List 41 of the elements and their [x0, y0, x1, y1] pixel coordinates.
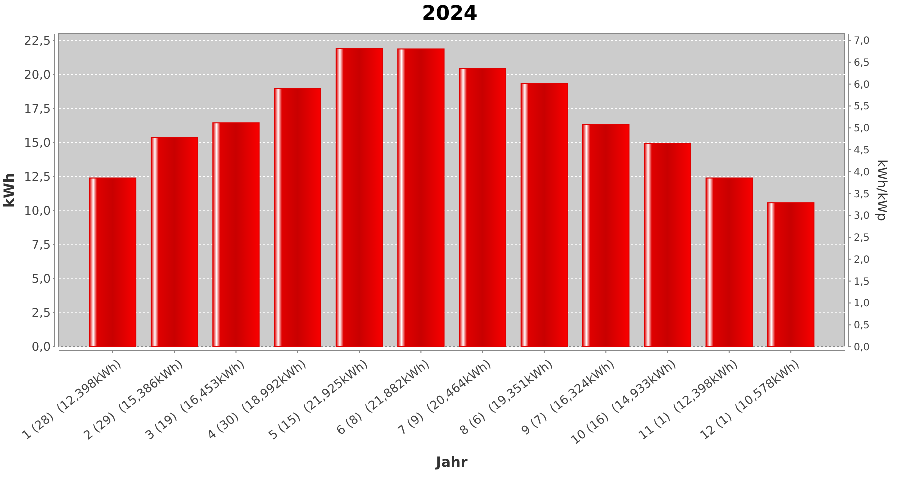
y2-tick-label: 6,5 [854, 58, 870, 69]
y2-tick-label: 2,0 [854, 254, 870, 266]
bar [459, 68, 506, 348]
y2-tick-label: 2,5 [854, 233, 870, 244]
bar [336, 48, 384, 348]
y2-tick-label: 6,0 [854, 80, 870, 91]
y2-tick-label: 0,5 [854, 320, 870, 332]
y-tick-label: 2,5 [32, 306, 51, 320]
y-tick-label: 5,0 [32, 272, 51, 286]
bar [398, 48, 445, 348]
bar [767, 202, 815, 348]
y2-axis-title: kWh/kWp [874, 160, 889, 222]
y2-tick-label: 1,5 [854, 276, 870, 288]
bar [706, 178, 754, 348]
y2-tick-label: 3,5 [854, 189, 870, 200]
y-tick-label: 15,0 [24, 136, 51, 150]
y-tick-label: 10,0 [24, 204, 51, 218]
y-tick-label: 22,5 [24, 34, 51, 48]
y-tick-label: 20,0 [24, 68, 51, 82]
y-tick-label: 12,5 [24, 170, 51, 184]
bar [582, 124, 630, 348]
bar [212, 122, 260, 348]
bar [150, 137, 198, 348]
y2-tick-label: 0,0 [854, 342, 870, 354]
y-tick-label: 0,0 [32, 340, 51, 354]
y2-tick-label: 4,5 [854, 146, 870, 157]
y2-tick-label: 5,0 [854, 124, 870, 135]
y-axis-title: kWh [2, 173, 18, 208]
bar [520, 83, 568, 348]
y-tick-label: 7,5 [32, 238, 51, 252]
bar [644, 143, 692, 348]
y2-tick-label: 7,0 [854, 36, 870, 48]
chart-title: 2024 [422, 1, 478, 25]
y2-tick-label: 5,5 [854, 102, 870, 113]
x-axis-title: Jahr [435, 455, 468, 471]
bar [274, 88, 322, 348]
y2-tick-label: 4,0 [854, 167, 870, 178]
y-tick-label: 17,5 [24, 102, 51, 116]
y2-tick-label: 3,0 [854, 211, 870, 222]
y2-tick-label: 1,0 [854, 298, 870, 310]
bar [89, 178, 137, 348]
